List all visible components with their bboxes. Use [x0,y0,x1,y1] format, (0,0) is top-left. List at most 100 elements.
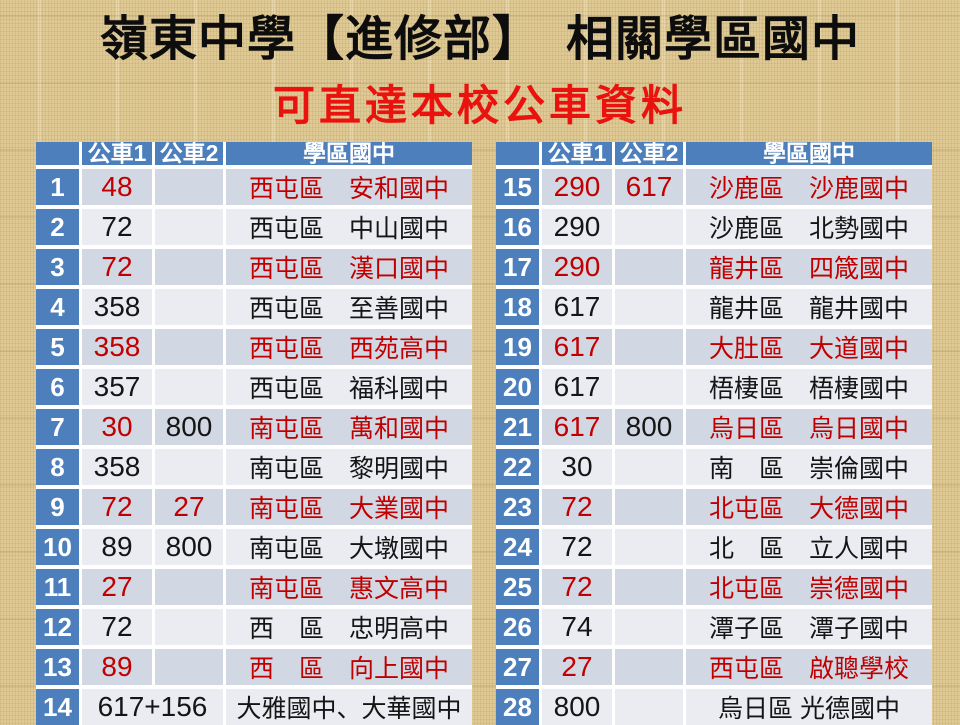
bus1-cell: 30 [542,449,615,489]
table-row: 2 72 西屯區 中山國中 [36,209,472,249]
school-cell: 西 區 向上國中 [226,649,472,689]
table-row: 24 72 北 區 立人國中 [496,529,932,569]
bus2-cell [155,649,226,689]
row-number-cell: 17 [496,249,542,289]
table-row: 15 290 617 沙鹿區 沙鹿國中 [496,169,932,209]
bus1-cell: 72 [542,489,615,529]
bus2-cell: 800 [155,529,226,569]
bus-table-left: 公車1 公車2 學區國中 1 48 西屯區 安和國中 2 72 西屯區 中山國中 3 72 西屯區 漢… [36,142,472,725]
bus1-cell: 27 [82,569,155,609]
row-number-cell: 22 [496,449,542,489]
bus1-cell: 357 [82,369,155,409]
row-number-cell: 28 [496,689,542,725]
bus2-cell [615,489,686,529]
bus-table-right: 公車1 公車2 學區國中 15 290 617 沙鹿區 沙鹿國中 16 290 沙鹿區 北勢國中 1… [496,142,932,725]
table-row: 9 72 27 南屯區 大業國中 [36,489,472,529]
table-row: 11 27 南屯區 惠文高中 [36,569,472,609]
row-number-cell: 27 [496,649,542,689]
bus1-cell: 290 [542,249,615,289]
school-cell: 龍井區 四箴國中 [686,249,932,289]
row-number-cell: 21 [496,409,542,449]
row-number-cell: 9 [36,489,82,529]
table-row: 25 72 北屯區 崇德國中 [496,569,932,609]
row-number-cell: 24 [496,529,542,569]
col-header-school: 學區國中 [226,142,472,169]
row-number-cell: 20 [496,369,542,409]
bus2-cell: 27 [155,489,226,529]
table-row: 10 89 800 南屯區 大墩國中 [36,529,472,569]
bus2-cell [155,449,226,489]
row-number-cell: 13 [36,649,82,689]
school-cell: 南 區 崇倫國中 [686,449,932,489]
school-cell: 西屯區 啟聰學校 [686,649,932,689]
row-number-cell: 4 [36,289,82,329]
table-row: 16 290 沙鹿區 北勢國中 [496,209,932,249]
bus1-cell: 89 [82,529,155,569]
bus1-cell: 30 [82,409,155,449]
school-cell: 潭子區 潭子國中 [686,609,932,649]
bus2-cell [615,369,686,409]
table-row: 19 617 大肚區 大道國中 [496,329,932,369]
school-cell: 大肚區 大道國中 [686,329,932,369]
col-header-bus1: 公車1 [542,142,615,169]
row-number-cell: 19 [496,329,542,369]
school-cell: 龍井區 龍井國中 [686,289,932,329]
bus2-cell: 617 [615,169,686,209]
bus1-cell: 27 [542,649,615,689]
school-cell: 北屯區 大德國中 [686,489,932,529]
row-number-cell: 25 [496,569,542,609]
school-cell: 梧棲區 梧棲國中 [686,369,932,409]
table-row: 12 72 西 區 忠明高中 [36,609,472,649]
bus1-cell: 617 [542,329,615,369]
row-number-cell: 14 [36,689,82,725]
col-header-blank [496,142,542,169]
bus1-cell: 617+156 [82,689,226,725]
school-cell: 西屯區 安和國中 [226,169,472,209]
table-row: 4 358 西屯區 至善國中 [36,289,472,329]
school-cell: 北屯區 崇德國中 [686,569,932,609]
row-number-cell: 11 [36,569,82,609]
col-header-bus1: 公車1 [82,142,155,169]
bus2-cell [615,529,686,569]
bus2-cell: 800 [155,409,226,449]
page-subtitle: 可直達本校公車資料 [272,82,687,129]
school-cell: 南屯區 大墩國中 [226,529,472,569]
bus2-cell: 800 [615,409,686,449]
bus1-cell: 617 [542,289,615,329]
bus1-cell: 72 [82,489,155,529]
bus2-cell [615,569,686,609]
row-number-cell: 3 [36,249,82,289]
table-row: 20 617 梧棲區 梧棲國中 [496,369,932,409]
row-number-cell: 16 [496,209,542,249]
bus1-cell: 800 [542,689,615,725]
bus1-cell: 72 [82,609,155,649]
row-number-cell: 15 [496,169,542,209]
table-row: 1 48 西屯區 安和國中 [36,169,472,209]
row-number-cell: 8 [36,449,82,489]
bus2-cell [155,289,226,329]
table-row: 5 358 西屯區 西苑高中 [36,329,472,369]
school-cell: 大雅國中、大華國中 [226,689,472,725]
table-row: 6 357 西屯區 福科國中 [36,369,472,409]
table-row: 27 27 西屯區 啟聰學校 [496,649,932,689]
school-cell: 西屯區 西苑高中 [226,329,472,369]
header-row: 公車1 公車2 學區國中 [36,142,472,169]
bus1-cell: 290 [542,169,615,209]
col-header-bus2: 公車2 [615,142,686,169]
bus2-cell [155,329,226,369]
table-row: 23 72 北屯區 大德國中 [496,489,932,529]
bus1-cell: 89 [82,649,155,689]
table-row: 7 30 800 南屯區 萬和國中 [36,409,472,449]
bus1-cell: 290 [542,209,615,249]
row-number-cell: 23 [496,489,542,529]
bus2-cell [615,209,686,249]
col-header-blank [36,142,82,169]
school-cell: 南屯區 萬和國中 [226,409,472,449]
school-cell: 西屯區 福科國中 [226,369,472,409]
bus1-cell: 617 [542,369,615,409]
table-row: 18 617 龍井區 龍井國中 [496,289,932,329]
bus2-cell [615,609,686,649]
bus2-cell [155,609,226,649]
school-cell: 沙鹿區 沙鹿國中 [686,169,932,209]
